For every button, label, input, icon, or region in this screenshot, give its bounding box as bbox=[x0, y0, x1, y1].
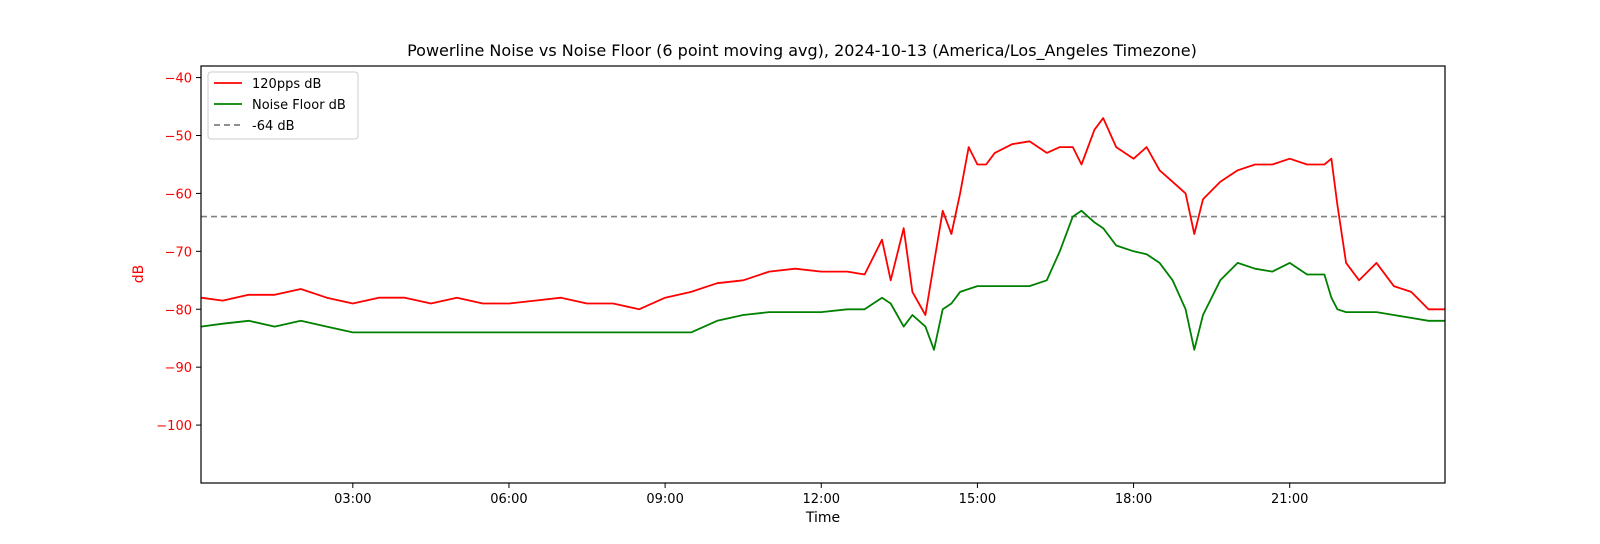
y-tick-label: −70 bbox=[165, 245, 192, 260]
x-axis-label: Time bbox=[805, 510, 840, 526]
y-axis-label: dB bbox=[131, 265, 147, 284]
legend-box bbox=[207, 71, 359, 140]
y-tick-label: −60 bbox=[165, 187, 192, 202]
y-tick-label: −100 bbox=[156, 419, 192, 434]
x-tick-label: 21:00 bbox=[1271, 492, 1308, 507]
x-tick-label: 15:00 bbox=[959, 492, 996, 507]
y-tick-label: −40 bbox=[165, 72, 192, 87]
legend-label: 120pps dB bbox=[252, 77, 321, 92]
x-tick-label: 12:00 bbox=[803, 492, 840, 507]
signal-line bbox=[200, 117, 1445, 316]
noise-floor-line bbox=[200, 209, 1445, 351]
plot-frame bbox=[200, 65, 1446, 484]
x-tick-label: 18:00 bbox=[1115, 492, 1152, 507]
legend-label: -64 dB bbox=[252, 119, 295, 134]
chart-title: Powerline Noise vs Noise Floor (6 point … bbox=[407, 41, 1197, 61]
legend-label: Noise Floor dB bbox=[252, 98, 346, 113]
x-tick-label: 03:00 bbox=[334, 492, 371, 507]
y-tick-label: −50 bbox=[165, 130, 192, 145]
legend: 120pps dB Noise Floor dB -64 dB bbox=[207, 71, 359, 140]
y-tick-label: −80 bbox=[165, 303, 192, 318]
x-tick-label: 06:00 bbox=[490, 492, 527, 507]
y-tick-label: −90 bbox=[165, 361, 192, 376]
x-tick-label: 09:00 bbox=[646, 492, 683, 507]
